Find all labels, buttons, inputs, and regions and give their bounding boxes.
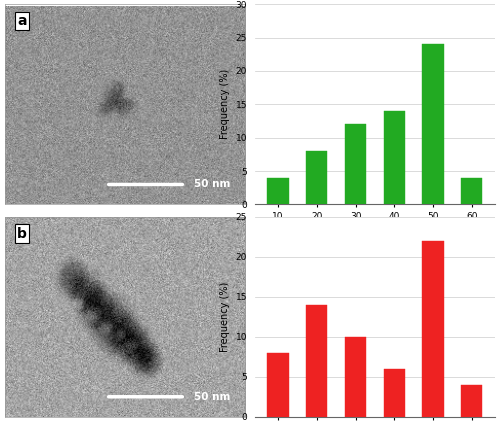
Text: 50 nm: 50 nm <box>194 392 230 402</box>
Bar <box>461 385 482 417</box>
Bar <box>345 337 366 417</box>
Bar <box>306 151 328 205</box>
Bar <box>422 240 444 417</box>
Bar <box>384 369 405 417</box>
Y-axis label: Frequency (%): Frequency (%) <box>220 69 230 139</box>
Bar <box>268 353 288 417</box>
Y-axis label: Frequency (%): Frequency (%) <box>220 282 230 352</box>
Bar <box>345 124 366 205</box>
Bar <box>306 305 328 417</box>
Text: a: a <box>17 14 26 28</box>
Bar <box>268 178 288 205</box>
X-axis label: Particle size (nm): Particle size (nm) <box>332 226 418 237</box>
Bar <box>422 44 444 205</box>
Bar <box>384 111 405 205</box>
Text: 50 nm: 50 nm <box>194 179 230 189</box>
Text: b: b <box>17 226 27 240</box>
Bar <box>461 178 482 205</box>
